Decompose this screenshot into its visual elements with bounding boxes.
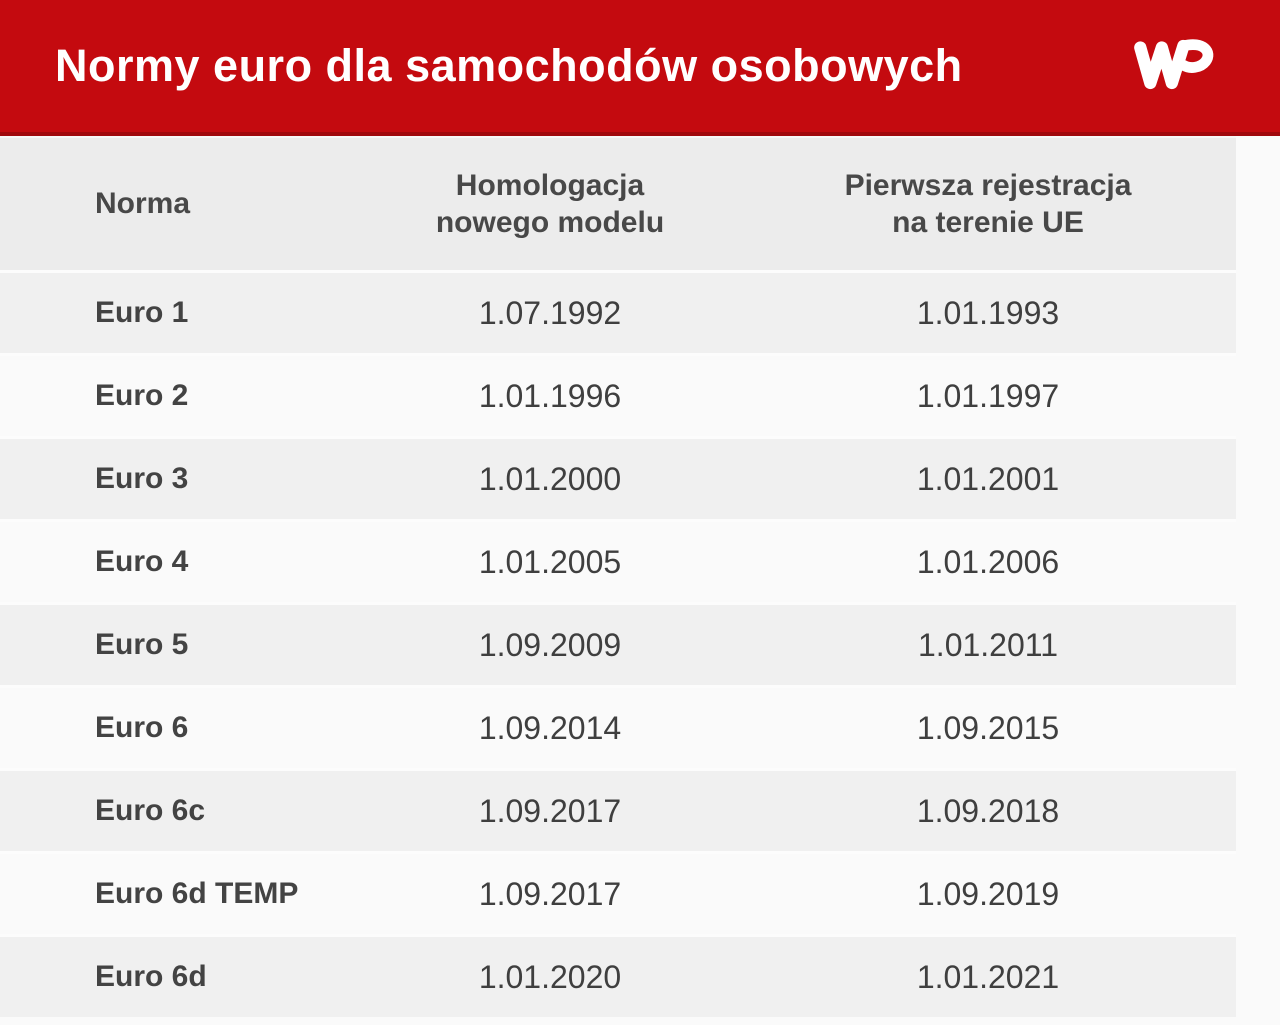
cell-norma: Euro 6d TEMP <box>95 877 299 910</box>
cell-norma: Euro 1 <box>95 296 189 329</box>
table-row: Euro 3 1.01.2000 1.01.2001 <box>0 436 1236 519</box>
cell-rejestracja: 1.01.2021 <box>916 958 1060 995</box>
table-row: Euro 6 1.09.2014 1.09.2015 <box>0 685 1236 768</box>
cell-homologacja: 1.01.2020 <box>478 958 622 995</box>
page-title: Normy euro dla samochodów osobowych <box>55 40 963 91</box>
wp-logo <box>1128 30 1228 107</box>
cell-homologacja: 1.07.1992 <box>478 294 622 331</box>
table-row: Euro 2 1.01.1996 1.01.1997 <box>0 353 1236 436</box>
cell-rejestracja: 1.09.2019 <box>916 875 1060 912</box>
table-row: Euro 1 1.07.1992 1.01.1993 <box>0 270 1236 353</box>
table-row: Euro 6d TEMP 1.09.2017 1.09.2019 <box>0 851 1236 934</box>
cell-rejestracja: 1.09.2018 <box>916 792 1060 829</box>
cell-homologacja: 1.01.2005 <box>478 543 622 580</box>
cell-norma: Euro 2 <box>95 379 189 412</box>
cell-rejestracja: 1.01.2001 <box>916 460 1060 497</box>
cell-homologacja: 1.09.2017 <box>478 792 622 829</box>
column-header-rejestracja: Pierwsza rejestracja na terenie UE <box>844 168 1132 240</box>
cell-norma: Euro 6 <box>95 711 189 744</box>
table-row: Euro 6d 1.01.2020 1.01.2021 <box>0 934 1236 1017</box>
table-row: Euro 6c 1.09.2017 1.09.2018 <box>0 768 1236 851</box>
cell-homologacja: 1.09.2009 <box>478 626 622 663</box>
column-header-homologacja: Homologacja nowego modelu <box>435 168 665 240</box>
table-header-row: Norma Homologacja nowego modelu Pierwsza… <box>0 136 1236 270</box>
cell-homologacja: 1.09.2014 <box>478 709 622 746</box>
column-header-norma: Norma <box>95 187 191 221</box>
cell-rejestracja: 1.01.2011 <box>918 626 1058 663</box>
cell-homologacja: 1.01.2000 <box>478 460 622 497</box>
euro-norms-table: Norma Homologacja nowego modelu Pierwsza… <box>0 136 1280 1017</box>
cell-rejestracja: 1.09.2015 <box>916 709 1060 746</box>
table-row: Euro 5 1.09.2009 1.01.2011 <box>0 602 1236 685</box>
cell-homologacja: 1.09.2017 <box>478 875 622 912</box>
cell-norma: Euro 5 <box>95 628 189 661</box>
cell-norma: Euro 6c <box>95 794 206 827</box>
header-banner: Normy euro dla samochodów osobowych <box>0 0 1280 136</box>
cell-rejestracja: 1.01.1997 <box>916 377 1060 414</box>
cell-rejestracja: 1.01.2006 <box>916 543 1060 580</box>
cell-rejestracja: 1.01.1993 <box>916 294 1060 331</box>
cell-norma: Euro 3 <box>95 462 189 495</box>
table-row: Euro 4 1.01.2005 1.01.2006 <box>0 519 1236 602</box>
cell-norma: Euro 4 <box>95 545 189 578</box>
cell-norma: Euro 6d <box>95 960 207 993</box>
cell-homologacja: 1.01.1996 <box>478 377 622 414</box>
